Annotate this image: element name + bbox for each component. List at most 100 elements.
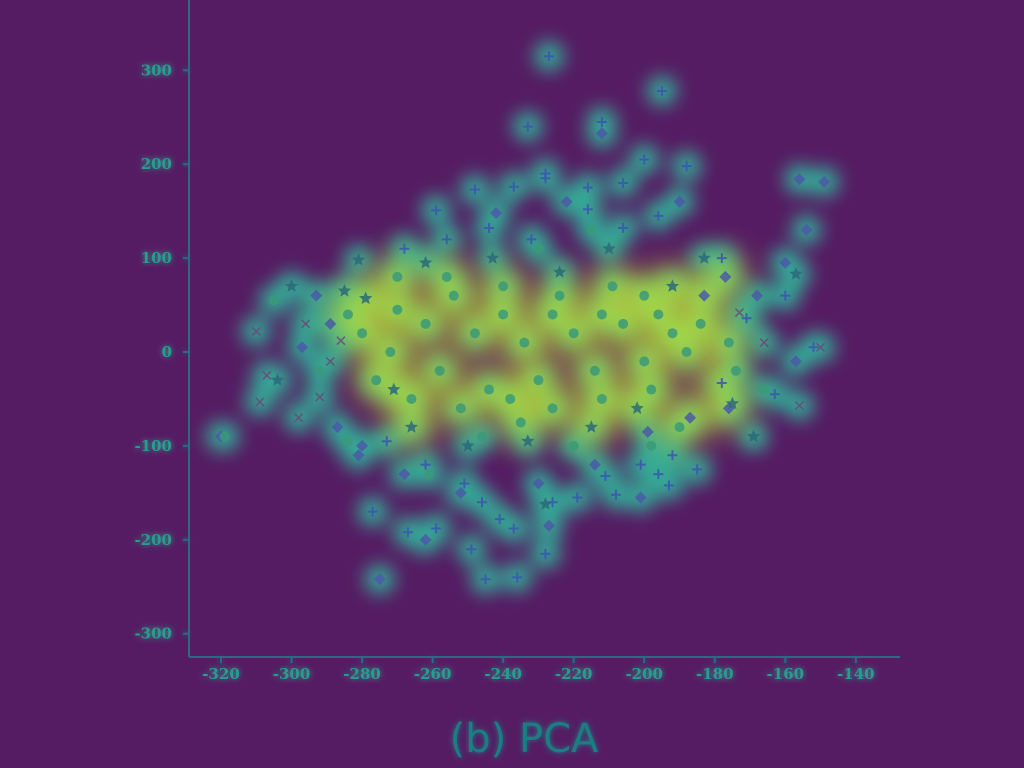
data-point-diamond [352,449,365,462]
data-point-x [794,400,804,411]
data-point-diamond [698,289,711,302]
data-point-star [461,438,475,452]
data-point-cross [526,234,537,245]
data-point-circle [533,243,544,254]
data-point-circle [568,328,579,339]
data-point-cross [466,544,477,555]
data-point-diamond [673,195,686,208]
data-point-circle [723,337,734,348]
data-point-diamond [532,477,545,490]
data-point-circle [406,393,417,404]
data-point-star [284,279,299,292]
data-point-circle [441,271,452,282]
data-point-circle [342,436,353,447]
data-markers [215,51,831,586]
data-point-circle [596,309,607,320]
data-point-star [337,284,352,297]
data-point-x [325,356,335,366]
data-point-cross [596,116,607,127]
axes [188,0,900,658]
data-point-circle [448,290,459,301]
data-point-cross [431,523,442,534]
data-point-cross [494,514,505,525]
data-point-circle [498,281,509,292]
y-tick-label: -200 [134,531,172,549]
data-point-circle [434,365,445,376]
y-tick-label: -100 [134,437,172,455]
x-tick-label: -260 [414,665,452,683]
data-point-diamond [779,256,792,269]
data-point-cross [663,480,674,491]
data-point-circle [568,440,579,451]
data-point-x [315,392,325,402]
x-tick-label: -320 [202,665,240,683]
data-point-diamond [560,195,573,208]
data-point-circle [505,393,516,404]
data-point-cross [656,85,667,96]
data-point-diamond [454,486,467,499]
data-point-diamond [719,270,732,283]
data-point-cross [667,450,678,461]
data-point-cross [512,572,523,583]
x-tick-label: -180 [696,665,734,683]
data-point-cross [508,181,519,192]
y-tick-label: 200 [141,155,172,173]
data-point-diamond [641,425,654,438]
data-point-x [336,336,346,346]
data-point-cross [635,459,646,470]
data-point-cross [611,489,622,500]
data-point-cross [420,459,431,470]
data-point-cross [741,313,752,324]
data-point-x [734,307,745,318]
data-point-circle [219,431,230,442]
data-point-circle [484,384,495,395]
data-point-x [759,338,769,348]
data-point-circle [547,403,558,414]
data-point-cross [399,243,410,254]
data-point-star [387,382,401,396]
y-tick-label: 0 [162,343,172,361]
y-tick-label: -300 [134,625,172,643]
data-point-star [485,251,500,264]
data-point-cross [469,184,480,195]
data-point-cross [716,377,727,388]
data-point-x [294,413,304,423]
data-point-circle [681,347,692,357]
x-tick-label: -160 [767,665,805,683]
data-point-circle [476,431,487,442]
data-point-circle [515,417,526,428]
x-tick-label: -220 [555,665,593,683]
data-point-circle [554,290,565,301]
data-point-cross [808,342,819,353]
data-point-cross [653,469,664,480]
data-point-circle [519,337,530,348]
data-point-cross [540,548,551,559]
data-point-star [584,420,598,433]
data-point-cross [431,205,442,216]
data-point-circle [695,318,706,329]
data-point-cross [582,204,593,215]
data-point-star [630,401,644,414]
data-point-cross [692,464,703,475]
data-point-circle [420,318,431,329]
data-point-circle [342,309,353,320]
data-point-x [816,342,826,352]
data-point-diamond [356,439,369,452]
data-point-star [725,396,740,410]
ticks: -320 -300 -280 -260 -240 -220 -200 -180 -160 -140… [134,61,874,683]
data-point-cross [381,436,392,447]
data-point-star [789,267,803,280]
data-point-circle [589,365,600,376]
chart-caption: (b) PCA [450,716,599,762]
data-point-circle [618,318,629,329]
x-tick-label: -300 [273,665,311,683]
data-point-star [538,497,553,510]
data-point-circle [674,422,685,433]
x-tick-label: -280 [343,665,381,683]
data-point-circle [653,309,664,320]
data-point-star [521,434,535,447]
data-point-star [602,241,616,255]
data-point-circle [639,290,650,301]
x-tick-label: -240 [484,665,522,683]
